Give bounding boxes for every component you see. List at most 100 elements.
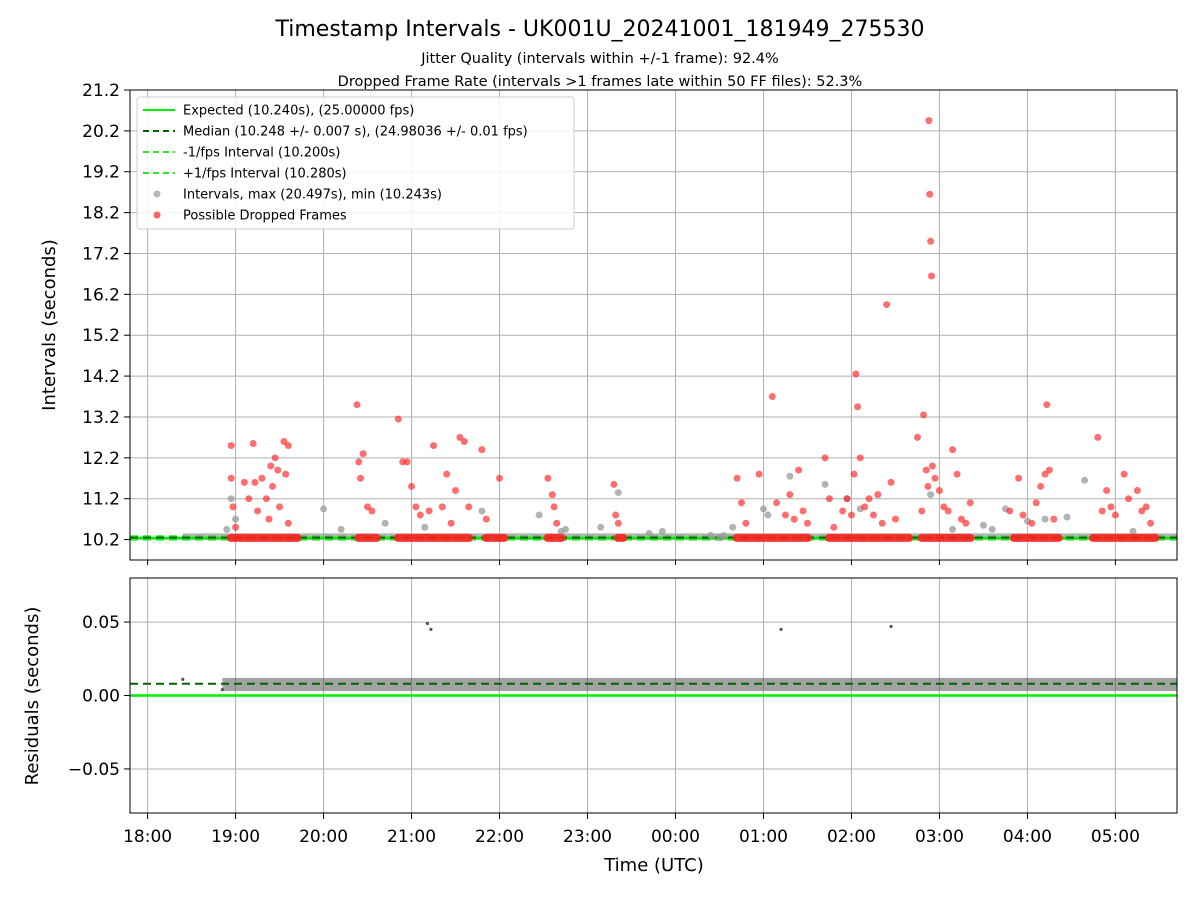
dropped-frame-point <box>355 458 363 466</box>
dropped-frame-point <box>612 511 620 519</box>
dropped-frame-point <box>781 511 789 519</box>
top-y-tick-label: 18.2 <box>82 204 120 224</box>
dropped-frame-cluster <box>393 533 474 542</box>
bottom-y-tick-label: 0.05 <box>82 613 120 633</box>
x-tick-label: 22:00 <box>475 827 524 847</box>
dropped-frame-point <box>416 511 424 519</box>
dropped-frame-point <box>447 519 455 527</box>
dropped-frame-point <box>803 519 811 527</box>
dropped-frame-point <box>920 411 928 419</box>
dropped-frame-cluster <box>825 533 914 542</box>
dropped-frame-point <box>276 503 284 511</box>
dropped-frame-point <box>456 433 464 441</box>
legend-swatch-dot <box>153 190 161 198</box>
dropped-frame-point <box>1019 511 1027 519</box>
dropped-frame-cluster <box>613 533 628 542</box>
dropped-frame-point <box>773 499 781 507</box>
dropped-frame-point <box>755 470 763 478</box>
dropped-frame-point <box>1133 487 1141 495</box>
dropped-frame-point <box>443 470 451 478</box>
interval-point <box>421 523 429 531</box>
dropped-frame-point <box>254 507 262 515</box>
interval-baseline-band <box>182 533 1177 540</box>
dropped-frame-point <box>935 487 943 495</box>
interval-point <box>658 527 666 535</box>
dropped-frame-point <box>271 454 279 462</box>
interval-point <box>232 515 240 523</box>
x-tick-label: 04:00 <box>1003 827 1052 847</box>
dropped-frame-point <box>1050 515 1058 523</box>
dropped-frame-point <box>768 393 776 401</box>
interval-point <box>614 489 622 497</box>
dropped-frame-point <box>874 491 882 499</box>
x-tick-label: 01:00 <box>739 827 788 847</box>
dropped-frame-point <box>430 442 438 450</box>
dropped-frame-cluster <box>226 533 302 542</box>
x-tick-label: 20:00 <box>299 827 348 847</box>
legend-entry: Expected (10.240s), (25.00000 fps) <box>183 104 414 119</box>
interval-point <box>949 525 957 533</box>
top-y-tick-label: 19.2 <box>82 163 120 183</box>
dropped-frame-point <box>548 491 556 499</box>
dropped-frame-point <box>830 523 838 531</box>
dropped-frame-point <box>925 117 933 125</box>
top-y-tick-label: 11.2 <box>82 490 120 510</box>
chart-subtitle-dropped: Dropped Frame Rate (intervals >1 frames … <box>338 74 863 90</box>
dropped-frame-point <box>1098 507 1106 515</box>
dropped-frame-point <box>922 466 930 474</box>
legend-entry: +1/fps Interval (10.280s) <box>183 167 347 182</box>
dropped-frame-point <box>403 458 411 466</box>
dropped-frame-cluster <box>481 533 509 542</box>
dropped-frame-point <box>245 495 253 503</box>
dropped-frame-point <box>843 495 851 503</box>
dropped-frame-point <box>438 503 446 511</box>
interval-point <box>562 525 570 533</box>
dropped-frame-point <box>742 519 750 527</box>
dropped-frame-point <box>232 523 240 531</box>
dropped-frame-point <box>733 474 741 482</box>
x-tick-label: 21:00 <box>387 827 436 847</box>
residual-band <box>222 677 1178 692</box>
dropped-frame-point <box>861 503 869 511</box>
interval-point <box>381 519 389 527</box>
dropped-frame-cluster <box>732 533 812 542</box>
interval-point <box>337 525 345 533</box>
dropped-frame-point <box>790 515 798 523</box>
dropped-frame-point <box>465 503 473 511</box>
dropped-frame-point <box>944 507 952 515</box>
dropped-frame-point <box>249 440 257 448</box>
interval-point <box>1081 476 1089 484</box>
interval-point <box>759 505 767 513</box>
dropped-frame-point <box>1094 433 1102 441</box>
dropped-frame-point <box>353 401 361 409</box>
dropped-frame-point <box>891 515 899 523</box>
dropped-frame-point <box>267 462 275 470</box>
dropped-frame-point <box>737 499 745 507</box>
dropped-frame-point <box>284 519 292 527</box>
dropped-frame-point <box>1028 519 1036 527</box>
dropped-frame-point <box>850 470 858 478</box>
x-tick-label: 19:00 <box>211 827 260 847</box>
dropped-frame-point <box>949 446 957 454</box>
dropped-frame-point <box>856 454 864 462</box>
x-tick-label: 05:00 <box>1091 827 1140 847</box>
dropped-frame-point <box>795 466 803 474</box>
dropped-frame-point <box>274 466 282 474</box>
x-axis-label: Time (UTC) <box>603 855 704 876</box>
dropped-frame-point <box>825 495 833 503</box>
bottom-y-tick-label: −0.05 <box>68 760 120 780</box>
interval-point <box>720 531 728 539</box>
top-y-tick-label: 13.2 <box>82 408 120 428</box>
dropped-frame-point <box>1142 503 1150 511</box>
x-tick-label: 18:00 <box>123 827 172 847</box>
residual-point <box>181 677 185 681</box>
dropped-frame-point <box>1147 519 1155 527</box>
interval-point <box>927 491 935 499</box>
dropped-frame-point <box>913 433 921 441</box>
dropped-frame-point <box>953 470 961 478</box>
dropped-frame-point <box>553 519 561 527</box>
legend-entry: Median (10.248 +/- 0.007 s), (24.98036 +… <box>183 125 528 140</box>
dropped-frame-cluster <box>917 533 975 542</box>
legend-entry: -1/fps Interval (10.200s) <box>183 146 340 161</box>
dropped-frame-point <box>229 503 237 511</box>
